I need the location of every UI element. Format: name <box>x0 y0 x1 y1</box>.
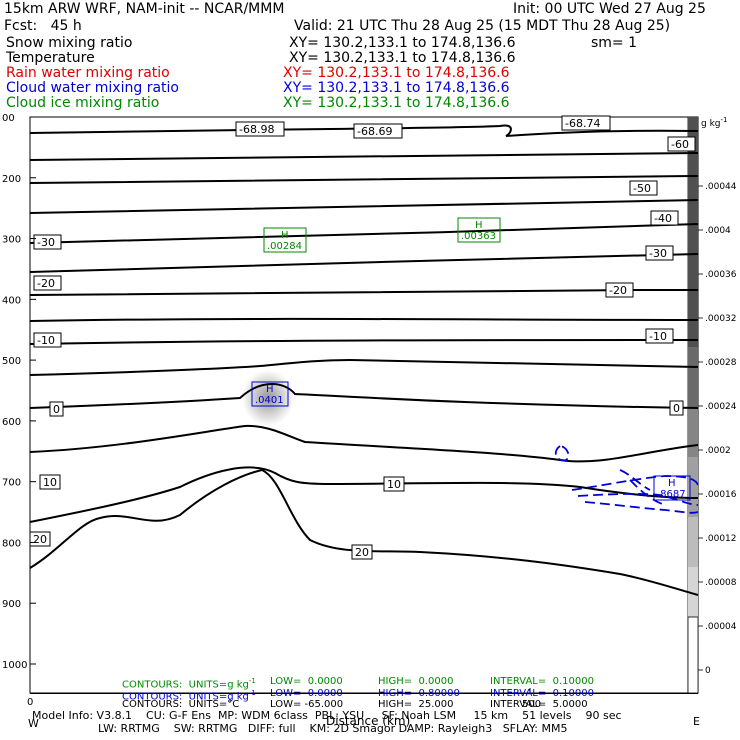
high-marker: H <box>668 478 676 489</box>
colorbar-tick-label: .00044 <box>705 182 737 192</box>
temperature-contour-label: -40 <box>654 212 672 225</box>
contour-info-water-high: HIGH= 0.80000 <box>378 688 460 699</box>
temperature-contour-label: -30 <box>649 247 667 260</box>
temperature-contour-label: -10 <box>37 334 55 347</box>
init-time: Init: 00 UTC Wed 27 Aug 25 <box>513 1 706 17</box>
y-tick-label: 1000 <box>2 660 27 671</box>
temperature-contour-label: -10 <box>649 330 667 343</box>
field-xy-temperature: XY= 130.2,133.1 to 174.8,136.6 <box>289 50 516 66</box>
colorbar-tick-label: .00016 <box>705 490 737 500</box>
contour-info-water: CONTOURS: UNITS=g kg-1 <box>122 689 256 703</box>
model-info-line2: LW: RRTMG SW: RRTMG DIFF: full KM: 2D Sm… <box>98 722 568 735</box>
temperature-contour-label: 0 <box>673 402 680 415</box>
high-marker: H <box>266 384 274 395</box>
contour-info-water-interval: INTERVAL= 0.10000 <box>490 688 594 699</box>
temperature-contour-label: 0 <box>53 403 60 416</box>
field-name-temperature: Temperature <box>6 50 95 66</box>
y-tick-label: 700 <box>2 478 21 489</box>
colorbar-tick-label: .0004 <box>705 226 731 236</box>
x-tick-0: 0 <box>27 697 34 708</box>
temperature-contour-label: 20 <box>33 533 47 546</box>
colorbar-unit: g kg-1 <box>701 116 728 129</box>
temperature-contour-label: -60 <box>671 138 689 151</box>
contour-info-temp-interval: INTERVAL= 5.0000 <box>490 699 588 710</box>
colorbar-tick-label: .00024 <box>705 402 737 412</box>
high-value: .0401 <box>255 395 284 406</box>
high-marker: H <box>281 230 289 241</box>
temperature-contours <box>29 124 699 596</box>
field-xy-rain: XY= 130.2,133.1 to 174.8,136.6 <box>283 65 510 81</box>
plot-frame <box>29 116 699 694</box>
high-value: .00284 <box>267 241 302 252</box>
y-tick-label: 200 <box>2 174 21 185</box>
temperature-contour-label: 20 <box>355 546 369 559</box>
temperature-contour-label: -68.98 <box>239 123 274 136</box>
valid-time: Valid: 21 UTC Thu 28 Aug 25 (15 MDT Thu … <box>294 18 671 34</box>
colorbar-tick-label: .00032 <box>705 314 737 324</box>
temperature-contour-label: -68.69 <box>357 125 392 138</box>
colorbar-tick-label: .00008 <box>705 578 737 588</box>
high-value: .00363 <box>461 231 496 242</box>
colorbar-tick-label: .00012 <box>705 534 737 544</box>
temperature-labels: -68.98 -68.69 -68.74 -60 -50 -40 -30 -30 -20 -20 -… <box>29 115 696 560</box>
forecast-hour: Fcst: 45 h <box>4 18 82 34</box>
field-xy-cloud-ice: XY= 130.2,133.1 to 174.8,136.6 <box>283 95 510 111</box>
temperature-contour-label: 10 <box>387 478 401 491</box>
field-name-cloud-water: Cloud water mixing ratio <box>6 80 179 96</box>
temperature-contour-label: -20 <box>37 277 55 290</box>
contour-info-temp-high: HIGH= 25.000 <box>378 699 454 710</box>
cloud-water-shading <box>242 370 294 426</box>
y-ticks: 00 200 300 400 500 600 700 800 900 1000 <box>2 113 36 671</box>
y-tick-label: 00 <box>2 113 15 124</box>
field-xy-snow: XY= 130.2,133.1 to 174.8,136.6 <box>289 35 516 51</box>
temperature-contour-label: 10 <box>43 476 57 489</box>
y-tick-label: 300 <box>2 235 21 246</box>
contour-info-ice: CONTOURS: UNITS=g kg-1 <box>122 677 256 691</box>
contour-info-ice-interval: INTERVAL= 0.10000 <box>490 676 594 687</box>
contour-info-ice-low: LOW= 0.0000 <box>270 676 343 687</box>
x-tick-500: 500 <box>522 699 542 710</box>
field-xy-cloud-water: XY= 130.2,133.1 to 174.8,136.6 <box>283 80 510 96</box>
x-end-west: W <box>28 717 39 730</box>
colorbar-tick-label: .00036 <box>705 270 737 280</box>
field-name-rain: Rain water mixing ratio <box>6 65 170 81</box>
temperature-contour-label: -50 <box>633 182 651 195</box>
field-name-snow: Snow mixing ratio <box>6 35 133 51</box>
x-end-east: E <box>693 715 700 728</box>
y-tick-label: 900 <box>2 599 21 610</box>
x-axis-label: Distance (km) <box>326 714 411 728</box>
colorbar-tick-label: .0002 <box>705 446 731 456</box>
contour-info-water-low: LOW= 0.0000 <box>270 688 343 699</box>
model-title: 15km ARW WRF, NAM-init -- NCAR/MMM <box>4 1 285 17</box>
colorbar-tick-label: .00028 <box>705 358 737 368</box>
contour-info-temp: CONTOURS: UNITS=°C <box>122 699 240 710</box>
high-marker: H <box>475 220 483 231</box>
colorbar-tick-label: 0 <box>705 666 711 676</box>
contour-info-temp-low: LOW= -65.000 <box>270 699 344 710</box>
colorbar-ticks: .00044 .0004 .00036 .00032 .00028 .00024 .0002… <box>698 182 737 676</box>
colorbar-tick-label: .00004 <box>705 622 737 632</box>
field-extra-snow: sm= 1 <box>591 35 638 51</box>
high-value: .8687 <box>657 489 686 500</box>
colorbar <box>687 116 699 694</box>
y-tick-label: 500 <box>2 356 21 367</box>
y-tick-label: 800 <box>2 538 21 549</box>
baseline <box>30 693 698 694</box>
y-tick-label: 600 <box>2 417 21 428</box>
field-name-cloud-ice: Cloud ice mixing ratio <box>6 95 160 111</box>
model-info-line1: Model Info: V3.8.1 CU: G-F Ens MP: WDM 6… <box>32 709 622 722</box>
y-tick-label: 400 <box>2 295 21 306</box>
temperature-contour-label: -68.74 <box>565 117 600 130</box>
contour-info-ice-high: HIGH= 0.0000 <box>378 676 454 687</box>
temperature-contour-label: -20 <box>609 284 627 297</box>
temperature-contour-label: -30 <box>37 236 55 249</box>
